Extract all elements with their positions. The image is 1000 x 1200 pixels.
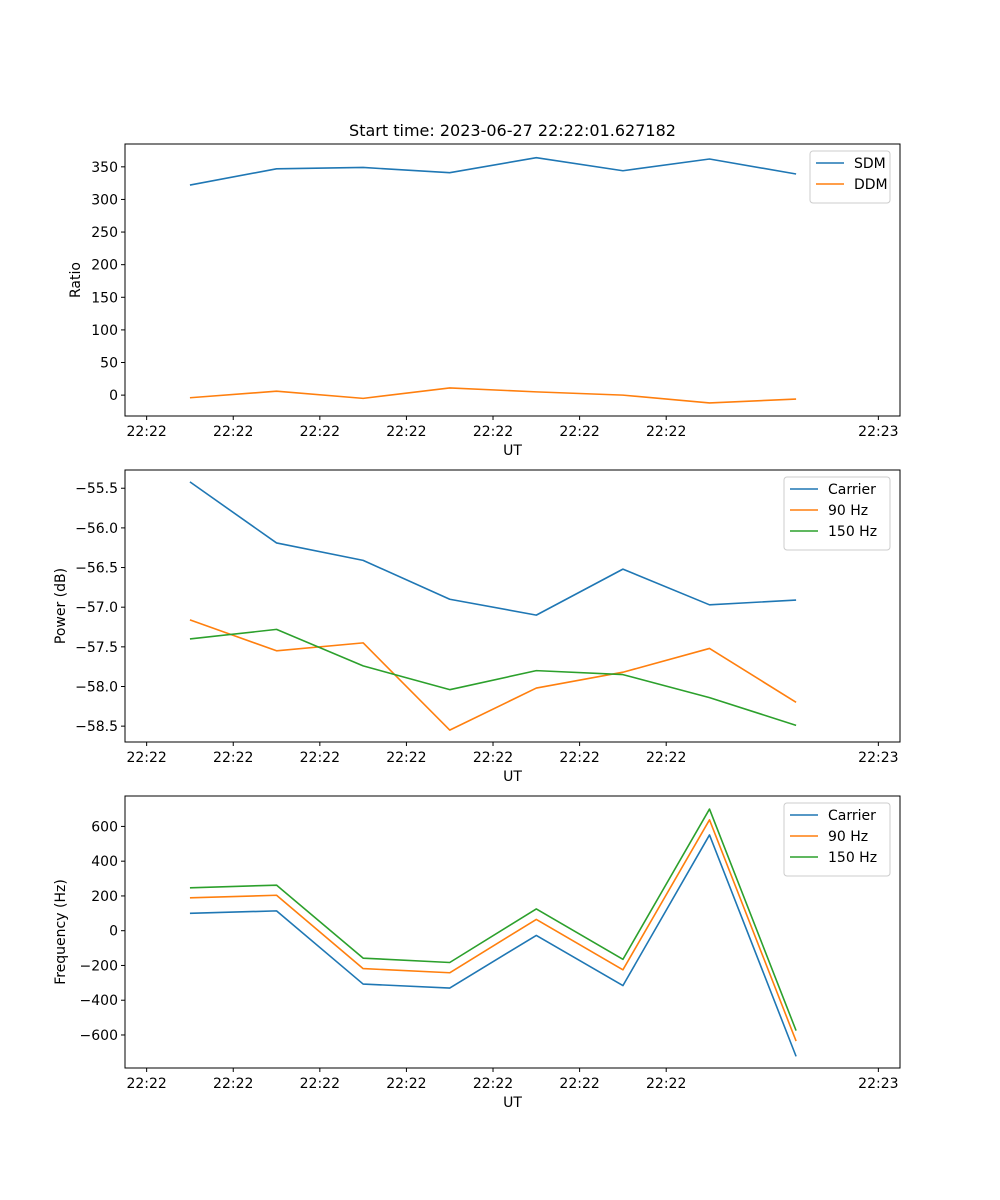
x-tick-label: 22:22: [126, 1076, 166, 1092]
x-tick-label: 22:22: [559, 1076, 599, 1092]
series-line-90-hz: [189, 819, 797, 1042]
chart-title: Start time: 2023-06-27 22:22:01.627182: [349, 121, 676, 140]
legend-label: 150 Hz: [828, 850, 877, 866]
series-line-90-hz: [189, 619, 797, 731]
y-axis-label: Frequency (Hz): [53, 879, 69, 985]
y-tick-label: −400: [80, 993, 118, 1009]
y-tick-label: 200: [91, 258, 118, 274]
y-tick-label: 50: [100, 356, 118, 372]
chart-panel-2: −58.5 −58.0 −57.5 −57.0 −56.5 −56.0 −55.5 22:22…: [53, 469, 901, 785]
legend: Carrier 90 Hz 150 Hz: [783, 802, 891, 877]
y-tick-label: 300: [91, 192, 118, 208]
series-line-150-hz: [189, 628, 797, 727]
x-tick-label: 22:22: [213, 1076, 253, 1092]
x-axis-label: UT: [503, 1095, 522, 1111]
y-tick-label: 250: [91, 225, 118, 241]
legend-label: DDM: [854, 177, 888, 193]
plot-frame: [124, 143, 901, 417]
y-tick-label: −600: [80, 1028, 118, 1044]
legend-label: 150 Hz: [828, 524, 877, 540]
x-tick-label: 22:22: [300, 1076, 340, 1092]
y-tick-label: 100: [91, 323, 118, 339]
series-line-150-hz: [189, 808, 797, 1031]
legend-label: 90 Hz: [828, 503, 868, 519]
plot-frame: [124, 795, 901, 1069]
x-tick-label: 22:22: [126, 424, 166, 440]
y-axis-label: Power (dB): [53, 568, 69, 644]
series-line-ddm: [189, 387, 797, 404]
y-tick-label: 400: [91, 854, 118, 870]
x-tick-label: 22:22: [300, 750, 340, 766]
legend-label: Carrier: [828, 808, 876, 824]
x-tick-label: 22:22: [559, 750, 599, 766]
y-tick-label: −200: [80, 958, 118, 974]
x-tick-label: 22:22: [473, 424, 513, 440]
legend-box: [809, 150, 891, 204]
x-tick-label: 22:22: [386, 1076, 426, 1092]
legend: SDM DDM: [809, 150, 891, 204]
x-tick-label: 22:22: [646, 424, 686, 440]
x-tick-label: 22:22: [126, 750, 166, 766]
chart-panel-3: −600 −400 −200 0 200 400 600 22:22 22:22 22:22 22:…: [53, 795, 901, 1111]
y-tick-label: −58.5: [75, 719, 118, 735]
series-line-carrier: [189, 834, 797, 1057]
plot-frame: [124, 469, 901, 743]
series-line-sdm: [189, 156, 797, 186]
y-tick-label: 350: [91, 160, 118, 176]
y-tick-label: 150: [91, 290, 118, 306]
series-line-carrier: [189, 481, 797, 616]
y-tick-label: −57.5: [75, 640, 118, 656]
y-tick-label: −57.0: [75, 600, 118, 616]
x-tick-label: 22:22: [386, 424, 426, 440]
x-tick-label: 22:22: [646, 1076, 686, 1092]
x-tick-label: 22:22: [213, 750, 253, 766]
x-tick-label: 22:22: [386, 750, 426, 766]
x-tick-label: 22:22: [559, 424, 599, 440]
x-tick-label: 22:22: [213, 424, 253, 440]
y-axis-label: Ratio: [68, 262, 84, 298]
x-tick-label: 22:22: [646, 750, 686, 766]
y-tick-label: 0: [109, 388, 118, 404]
legend: Carrier 90 Hz 150 Hz: [783, 476, 891, 551]
x-tick-label: 22:22: [473, 1076, 513, 1092]
x-axis-label: UT: [503, 769, 522, 785]
x-tick-label: 22:23: [858, 424, 898, 440]
x-tick-label: 22:23: [858, 1076, 898, 1092]
chart-panel-1: 0 50 100 150 200 250 300 350 22:22 22:22 22:22 22:2…: [68, 143, 901, 459]
x-axis-label: UT: [503, 443, 522, 459]
y-tick-label: 0: [109, 924, 118, 940]
y-tick-label: 200: [91, 889, 118, 905]
legend-label: 90 Hz: [828, 829, 868, 845]
y-tick-label: −56.0: [75, 521, 118, 537]
y-tick-label: −55.5: [75, 481, 118, 497]
x-tick-label: 22:23: [858, 750, 898, 766]
y-tick-label: 600: [91, 819, 118, 835]
x-tick-label: 22:22: [300, 424, 340, 440]
legend-label: Carrier: [828, 482, 876, 498]
y-tick-label: −56.5: [75, 561, 118, 577]
y-tick-label: −58.0: [75, 679, 118, 695]
legend-label: SDM: [854, 156, 886, 172]
x-tick-label: 22:22: [473, 750, 513, 766]
